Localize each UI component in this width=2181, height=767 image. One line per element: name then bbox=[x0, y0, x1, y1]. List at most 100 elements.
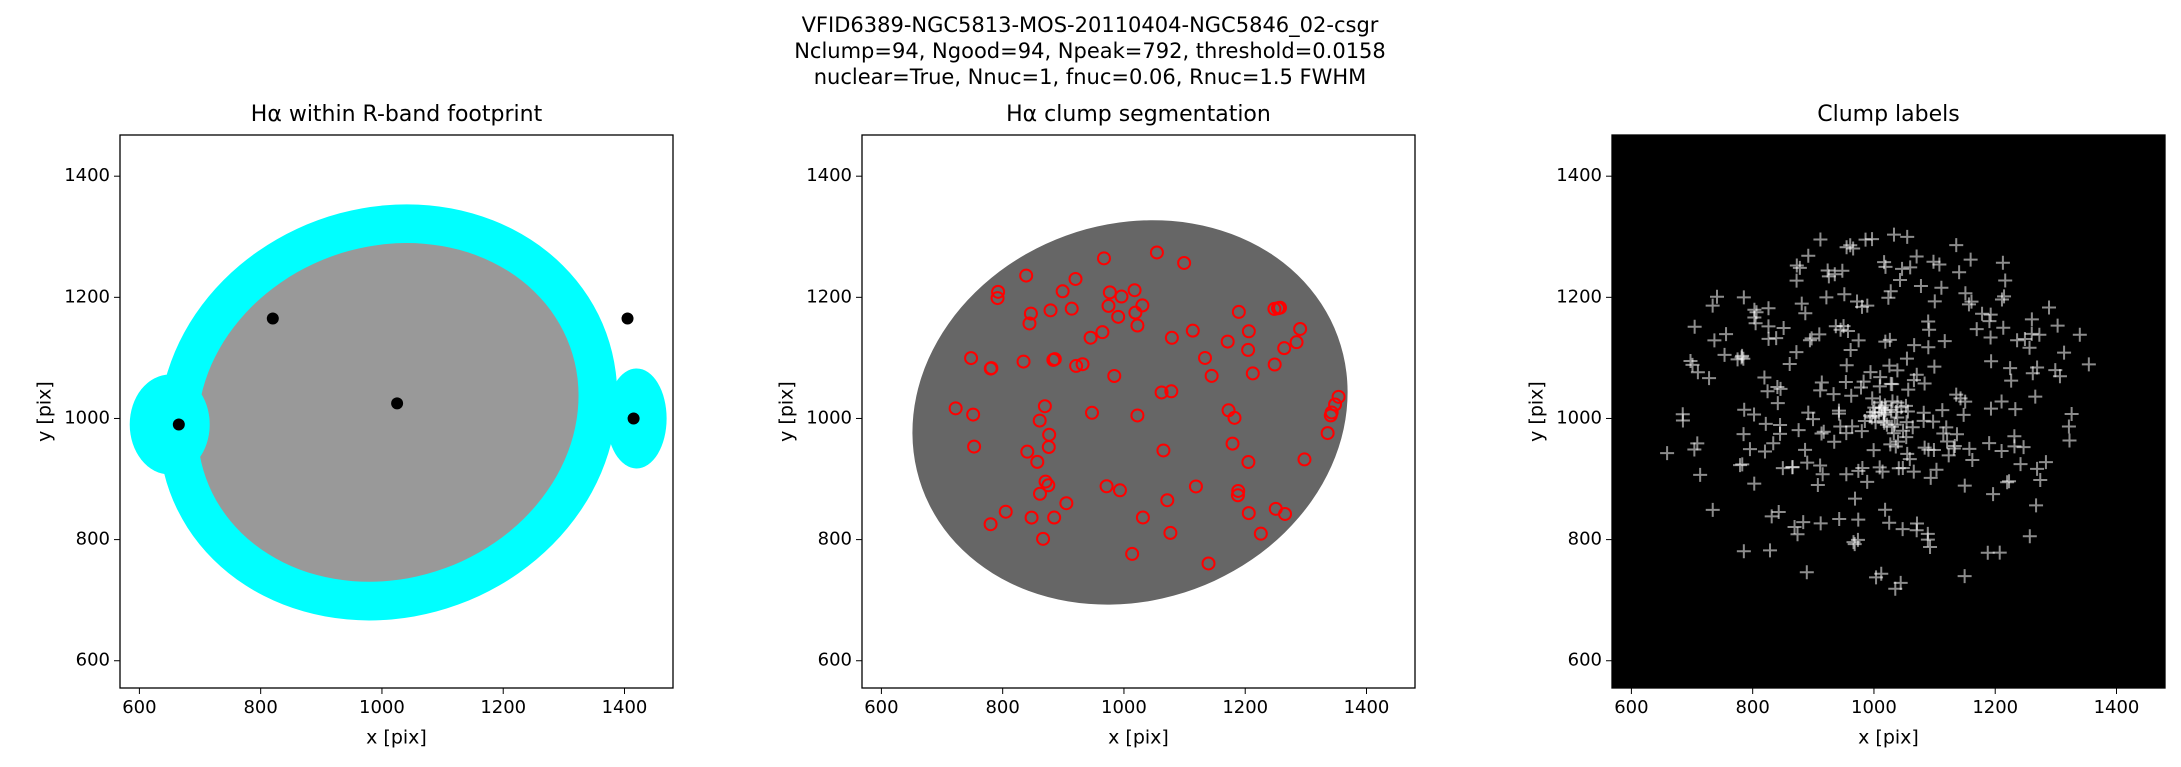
peak bbox=[1758, 416, 1773, 431]
peak bbox=[1813, 458, 1828, 473]
peak bbox=[1857, 414, 1872, 429]
peak bbox=[1916, 405, 1931, 420]
peak bbox=[1812, 327, 1827, 342]
peak bbox=[1878, 334, 1893, 349]
x-tick-label: 1400 bbox=[602, 697, 648, 718]
peak bbox=[1882, 515, 1897, 530]
peak bbox=[1826, 387, 1841, 402]
peak bbox=[1927, 359, 1942, 374]
peak bbox=[1885, 394, 1900, 409]
peak bbox=[1843, 343, 1858, 358]
peak bbox=[1984, 354, 1999, 369]
peak bbox=[1813, 383, 1828, 398]
peak bbox=[2029, 498, 2044, 513]
peak bbox=[1895, 460, 1910, 475]
clump bbox=[1055, 284, 1070, 299]
clump bbox=[984, 361, 999, 376]
image bbox=[1612, 135, 2165, 688]
peak bbox=[1964, 294, 1979, 309]
peak bbox=[1814, 426, 1829, 441]
peak bbox=[1660, 446, 1675, 461]
peak bbox=[1702, 371, 1717, 386]
peak bbox=[1791, 423, 1806, 438]
clump bbox=[1130, 408, 1145, 423]
image bbox=[129, 204, 667, 621]
peak bbox=[1773, 418, 1788, 433]
x-tick-label: 1400 bbox=[1344, 697, 1390, 718]
peak bbox=[1935, 403, 1950, 418]
peak bbox=[1994, 444, 2009, 459]
y-tick-label: 1000 bbox=[64, 407, 110, 428]
peak bbox=[1839, 240, 1854, 255]
peak bbox=[1982, 436, 1997, 451]
y-tick-label: 1200 bbox=[1556, 286, 1602, 307]
clump bbox=[1036, 531, 1051, 546]
peak bbox=[1690, 365, 1705, 380]
peak bbox=[1735, 457, 1750, 472]
peak bbox=[1687, 442, 1702, 457]
peak bbox=[2050, 318, 2065, 333]
peak bbox=[1798, 306, 1813, 321]
clump bbox=[1024, 510, 1039, 525]
peak bbox=[1886, 227, 1901, 242]
clump bbox=[1125, 546, 1140, 561]
star bbox=[391, 397, 404, 410]
peak bbox=[1917, 376, 1932, 391]
clump bbox=[1241, 506, 1256, 521]
clump bbox=[1253, 526, 1268, 541]
y-label: y [pix] bbox=[34, 381, 56, 442]
clump bbox=[1293, 321, 1308, 336]
clump bbox=[1037, 399, 1052, 414]
peak bbox=[1771, 504, 1786, 519]
peak bbox=[1685, 357, 1700, 372]
lobe bbox=[129, 374, 210, 475]
peak bbox=[1757, 444, 1772, 459]
peak bbox=[1798, 442, 1813, 457]
x-tick-label: 1000 bbox=[1101, 697, 1147, 718]
peak bbox=[1899, 351, 1914, 366]
x-tick-label: 800 bbox=[1735, 697, 1769, 718]
clump bbox=[1114, 289, 1129, 304]
clump bbox=[990, 291, 1005, 306]
peak bbox=[1961, 297, 1976, 312]
peak bbox=[1747, 476, 1762, 491]
clump bbox=[1267, 357, 1282, 372]
clump bbox=[1047, 510, 1062, 525]
peak bbox=[1934, 280, 1949, 295]
peak bbox=[1975, 306, 1990, 321]
peak bbox=[2004, 373, 2019, 388]
clump bbox=[1019, 268, 1034, 283]
peak bbox=[1923, 470, 1938, 485]
peak bbox=[1820, 263, 1835, 278]
peak bbox=[1936, 426, 1951, 441]
halpha bbox=[912, 220, 1348, 605]
peak bbox=[1833, 322, 1848, 337]
peak bbox=[1913, 279, 1928, 294]
clump bbox=[998, 504, 1013, 519]
peak bbox=[1846, 241, 1861, 256]
peak bbox=[1992, 545, 2007, 560]
peak bbox=[1770, 379, 1785, 394]
clump bbox=[1273, 300, 1288, 315]
x-tick-label: 600 bbox=[122, 697, 156, 718]
peak bbox=[1885, 377, 1900, 392]
peak bbox=[1816, 424, 1831, 439]
peak bbox=[2007, 429, 2022, 444]
peak bbox=[1761, 301, 1776, 316]
x-label: x [pix] bbox=[1858, 727, 1919, 749]
clump bbox=[1095, 325, 1110, 340]
peak bbox=[1854, 424, 1869, 439]
peak bbox=[1909, 249, 1924, 264]
peak bbox=[1707, 333, 1722, 348]
peak bbox=[1921, 314, 1936, 329]
peak bbox=[1747, 407, 1762, 422]
peak bbox=[1877, 255, 1892, 270]
peak bbox=[1815, 467, 1830, 482]
peak bbox=[1851, 463, 1866, 478]
peak bbox=[1846, 535, 1861, 550]
clump bbox=[1164, 384, 1179, 399]
clump bbox=[1289, 335, 1304, 350]
clump bbox=[1096, 251, 1111, 266]
peak bbox=[1810, 478, 1825, 493]
